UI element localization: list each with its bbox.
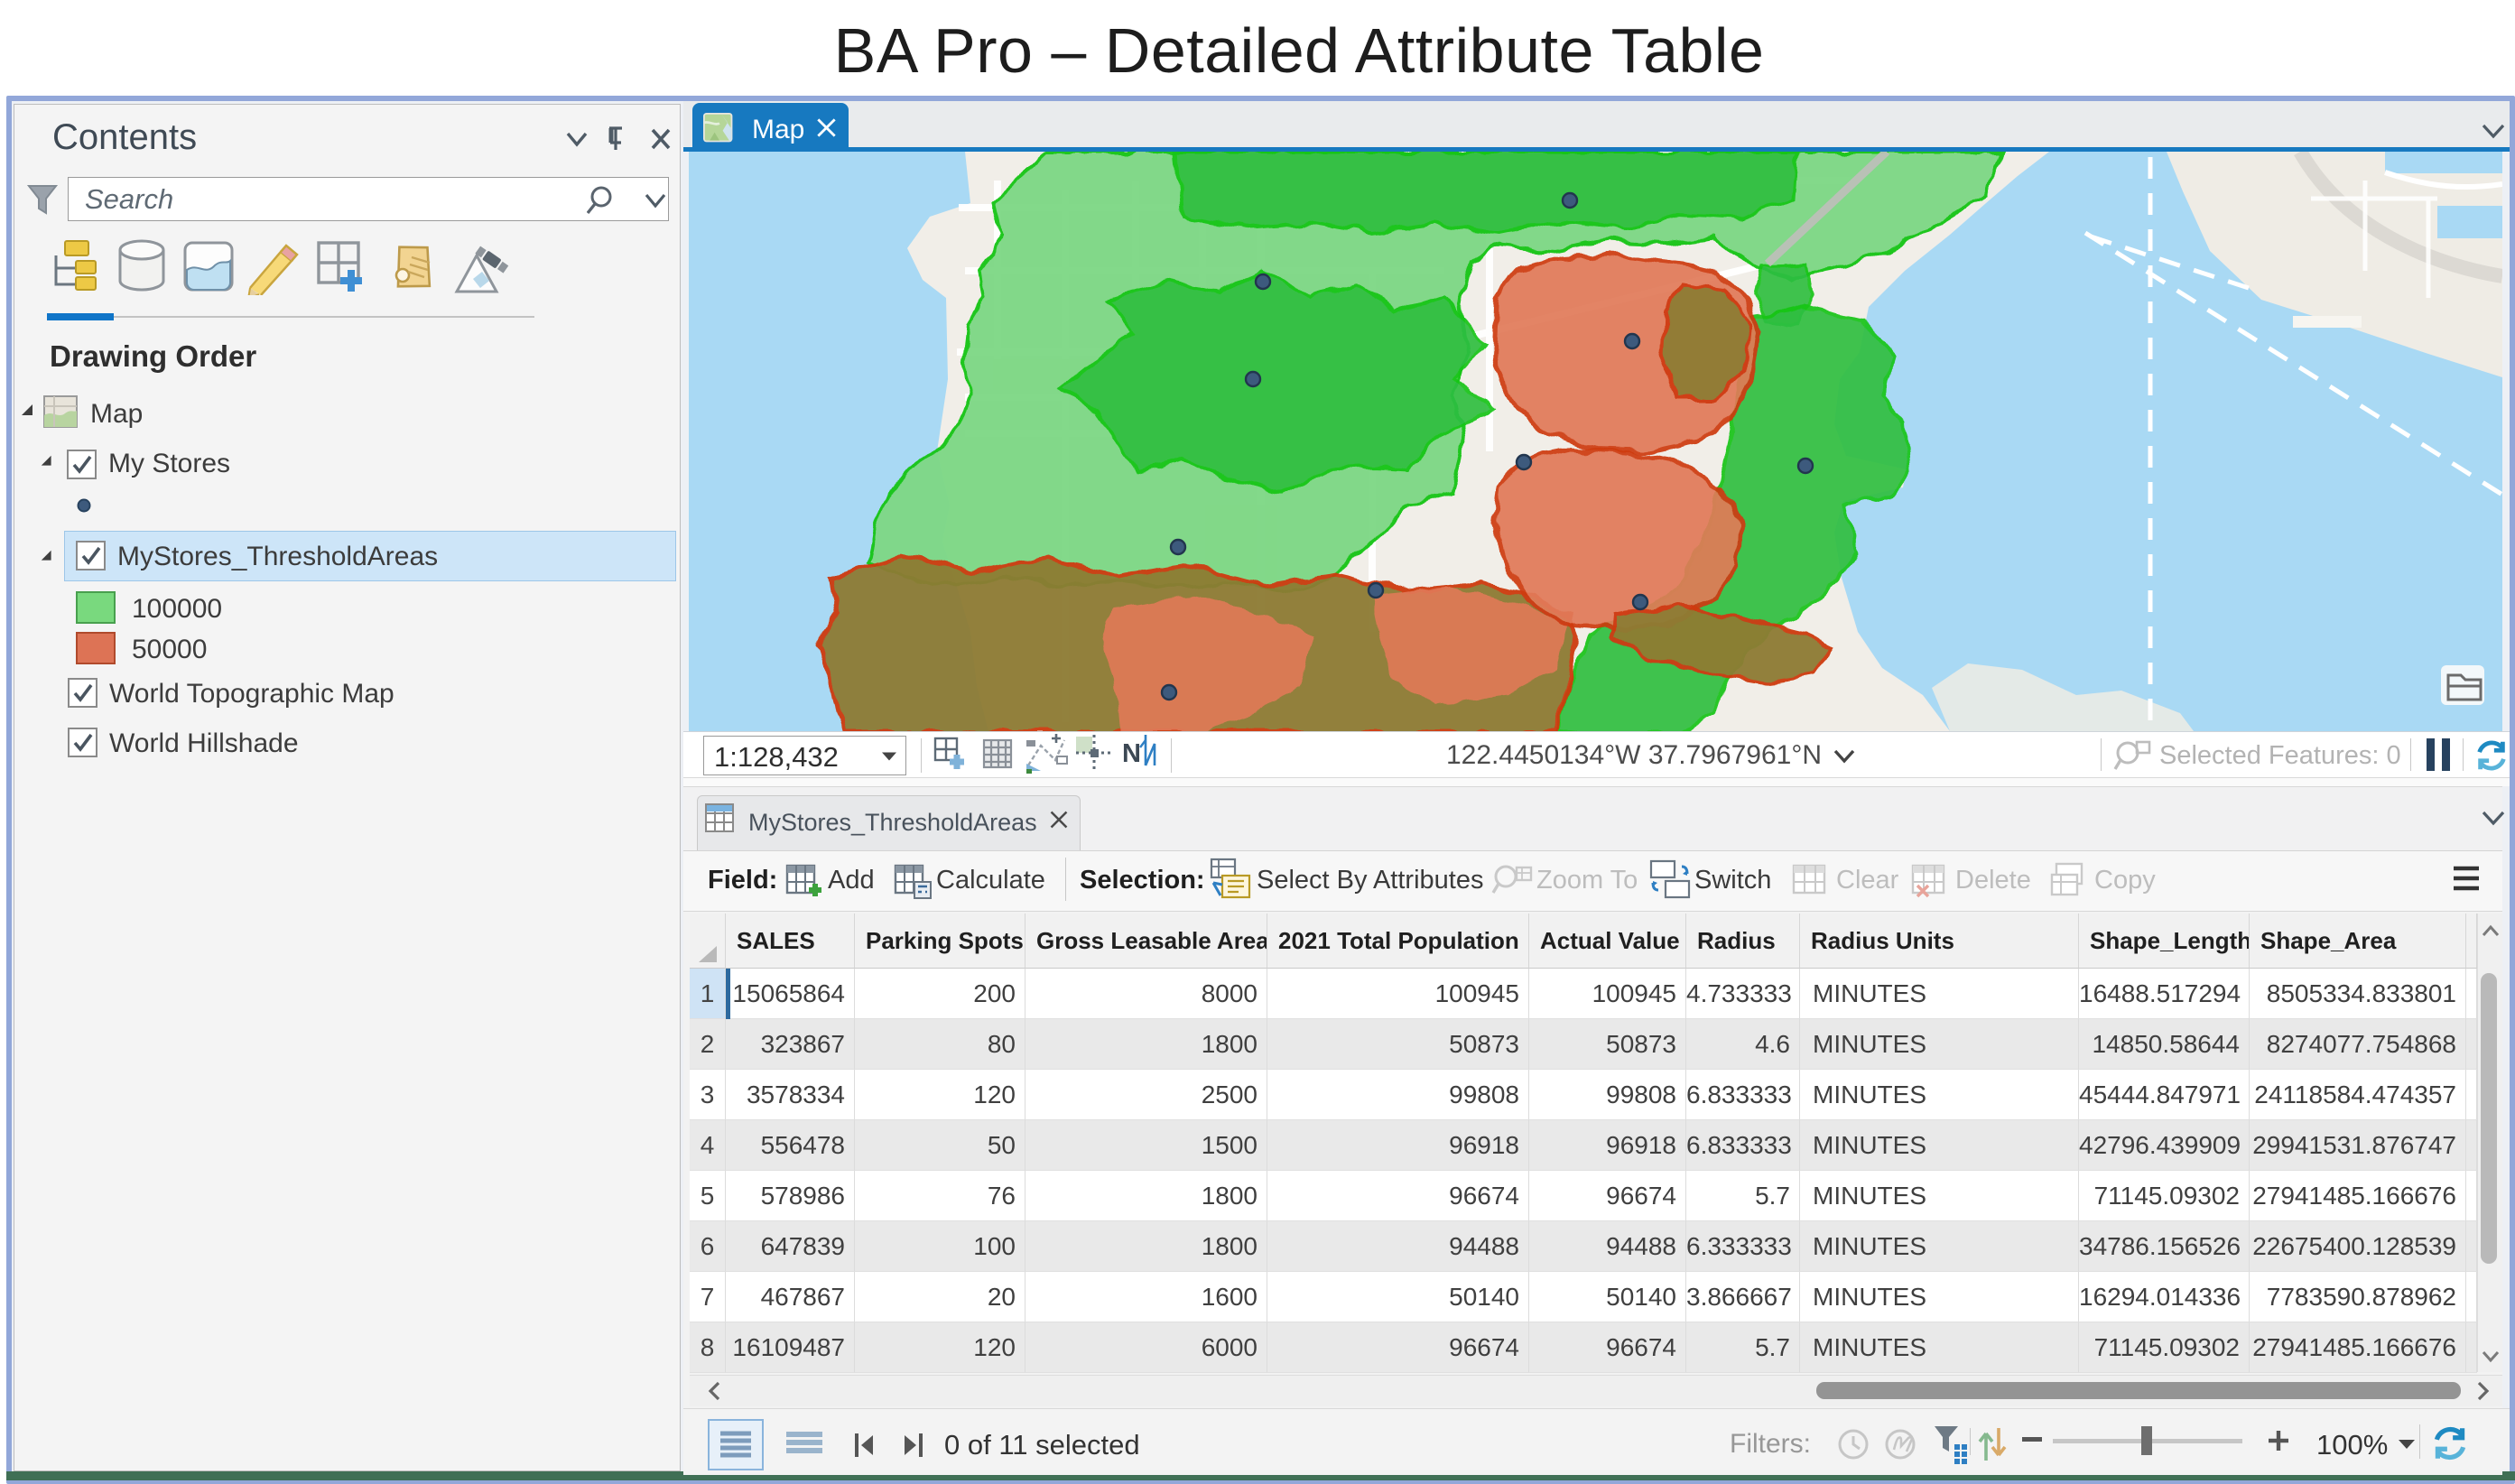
svg-text:N: N bbox=[1122, 739, 1141, 768]
